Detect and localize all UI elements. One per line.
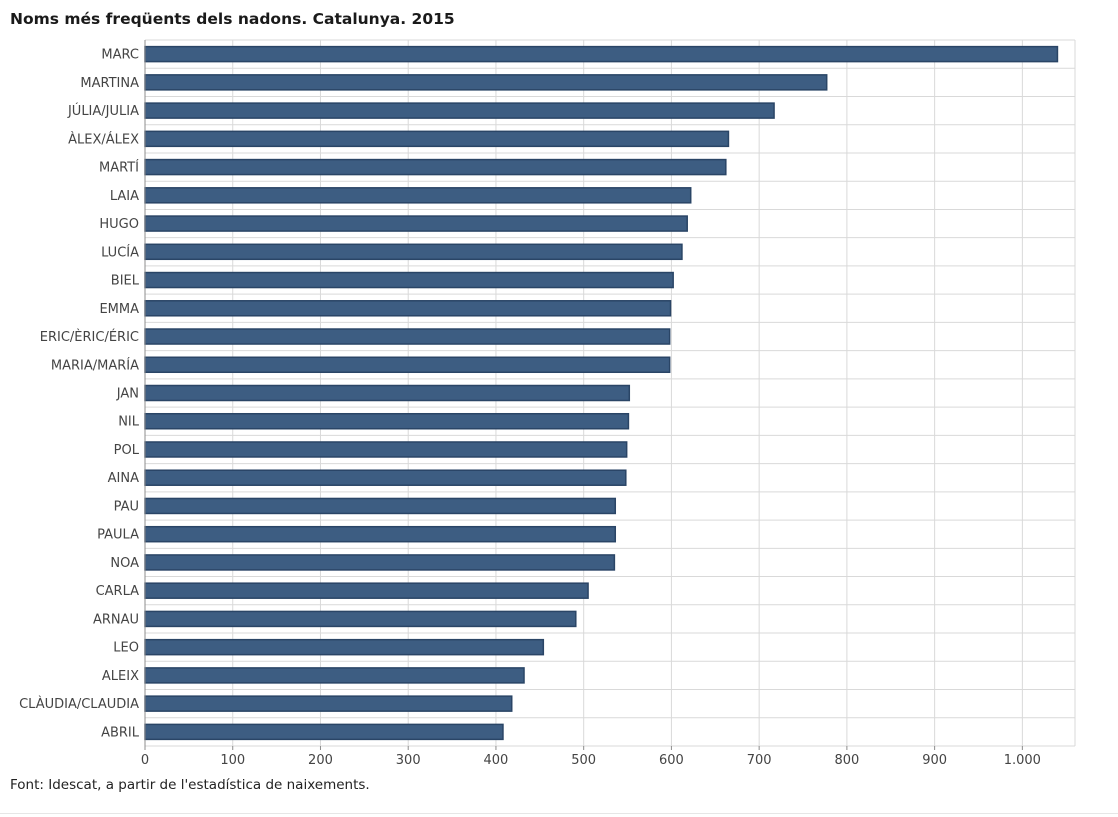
- x-tick-label: 100: [220, 753, 245, 768]
- category-label: MARIA/MARÍA: [51, 357, 139, 373]
- category-label: NIL: [118, 415, 140, 430]
- bar: [144, 667, 525, 684]
- bar: [144, 610, 577, 628]
- chart-title: Noms més freqüents dels nadons. Cataluny…: [10, 10, 455, 28]
- bar: [144, 356, 671, 374]
- category-label: ÀLEX/ÁLEX: [68, 131, 139, 147]
- x-tick-label: 300: [396, 753, 421, 768]
- category-label: LUCÍA: [101, 244, 139, 260]
- category-label: ERIC/ÈRIC/ÉRIC: [40, 329, 139, 345]
- category-label: ALEIX: [102, 669, 139, 684]
- category-label: JÚLIA/JULIA: [67, 103, 139, 119]
- category-label: MARTÍ: [99, 160, 139, 176]
- x-tick-label: 200: [308, 753, 333, 768]
- bar: [144, 45, 1059, 63]
- x-tick-label: 500: [571, 753, 596, 768]
- bar: [144, 300, 672, 317]
- x-tick-label: 800: [834, 753, 859, 768]
- bar: [144, 525, 617, 543]
- axes: MARC MARTINA JÚLIA/JULIA ÀLEX/ÁLEX MARTÍ LAIA…: [19, 40, 1041, 768]
- bar: [144, 74, 828, 91]
- bar: [144, 130, 730, 148]
- x-tick-label: 700: [747, 753, 772, 768]
- x-tick-label: 0: [141, 753, 149, 768]
- bar: [144, 412, 630, 430]
- category-label: CARLA: [96, 584, 140, 599]
- category-label: ARNAU: [93, 612, 139, 627]
- category-label: LEO: [113, 641, 139, 656]
- x-tick-label: 400: [484, 753, 509, 768]
- category-label: AINA: [108, 471, 139, 486]
- bars: [144, 45, 1059, 741]
- bar: [144, 187, 692, 204]
- x-tick-label: 600: [659, 753, 684, 768]
- bar: [144, 102, 775, 119]
- category-label: CLÀUDIA/CLAUDIA: [19, 696, 139, 712]
- category-label: ABRIL: [101, 725, 140, 740]
- bar: [144, 215, 688, 232]
- bar: [144, 243, 683, 261]
- bar: [144, 554, 616, 571]
- bar: [144, 497, 617, 515]
- bar: [144, 441, 628, 458]
- bar: [144, 638, 545, 656]
- bar: [144, 723, 504, 741]
- x-tick-label: 900: [922, 753, 947, 768]
- category-label: BIEL: [111, 274, 140, 289]
- category-label: NOA: [110, 556, 139, 571]
- bar: [144, 695, 513, 712]
- category-label: JAN: [116, 387, 139, 402]
- bar: [144, 384, 631, 402]
- category-label: POL: [114, 443, 140, 458]
- bar-chart: MARC MARTINA JÚLIA/JULIA ÀLEX/ÁLEX MARTÍ LAIA…: [19, 39, 1076, 768]
- gridlines: [144, 39, 1076, 747]
- category-label: HUGO: [99, 217, 139, 232]
- category-label: PAU: [114, 499, 139, 514]
- bar: [144, 469, 627, 486]
- category-label: EMMA: [99, 302, 139, 317]
- category-label: PAULA: [97, 528, 139, 543]
- bottom-divider: [0, 813, 1118, 814]
- category-label: MARTINA: [80, 76, 139, 91]
- category-label: MARC: [101, 48, 139, 63]
- x-tick-label: 1.000: [1004, 753, 1041, 768]
- source-note: Font: Idescat, a partir de l'estadística…: [10, 777, 370, 793]
- category-label: LAIA: [110, 189, 139, 204]
- bar: [144, 328, 671, 345]
- bar: [144, 271, 674, 289]
- bar: [144, 582, 589, 599]
- bar: [144, 158, 727, 176]
